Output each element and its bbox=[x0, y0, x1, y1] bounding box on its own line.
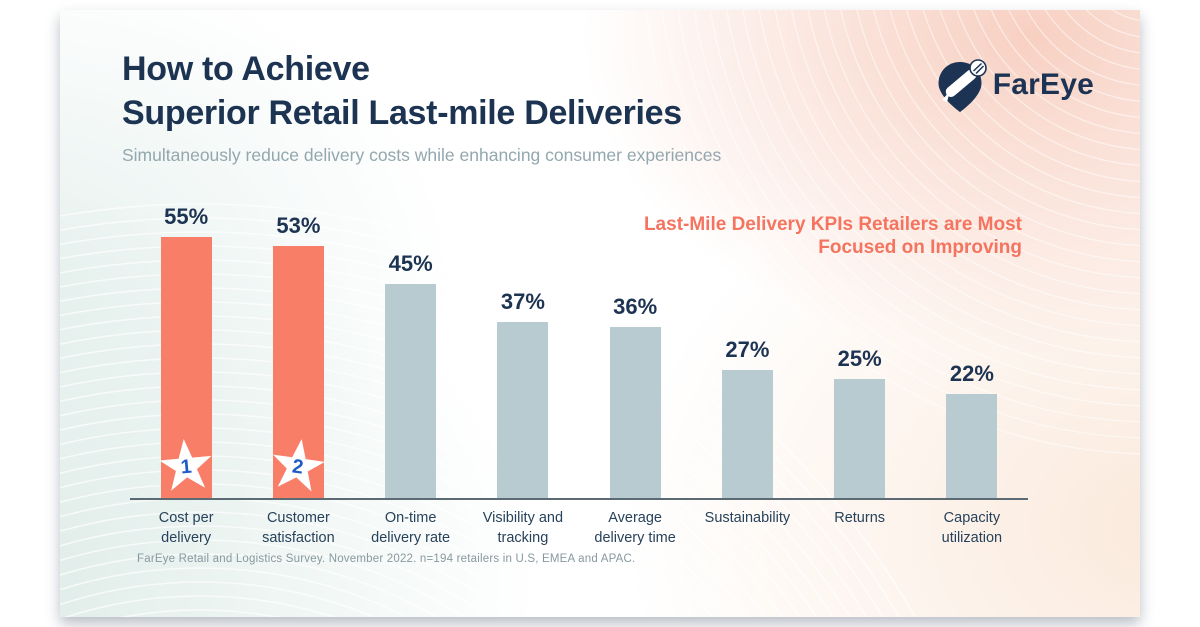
bar-column: 36% bbox=[579, 294, 691, 498]
category-label: Cost per delivery bbox=[158, 510, 214, 546]
category-label: Average delivery time bbox=[594, 510, 676, 546]
bar-column: 55% 1 bbox=[130, 204, 242, 498]
source-footnote: FarEye Retail and Logistics Survey. Nove… bbox=[137, 553, 636, 565]
rank-number: 2 bbox=[291, 455, 305, 478]
bar: 1 bbox=[159, 236, 212, 498]
rank-star-badge: 1 bbox=[159, 438, 212, 491]
bar-chart: 55% 1 53% 2 45% 37% 36% 27% 25% 22% Cost per deli… bbox=[130, 203, 1028, 548]
bar bbox=[834, 379, 886, 498]
bar-column: 27% bbox=[691, 337, 803, 498]
bar-value-label: 53% bbox=[276, 213, 321, 239]
chart-title: Last-Mile Delivery KPIs Retailers are Mo… bbox=[644, 214, 1022, 260]
x-axis-line bbox=[130, 498, 1028, 500]
category-label: On-time delivery rate bbox=[371, 510, 451, 546]
bar-value-label: 37% bbox=[500, 289, 545, 315]
bar-value-label: 36% bbox=[613, 294, 658, 319]
bar: 2 bbox=[272, 246, 326, 498]
bar bbox=[497, 322, 549, 498]
bar bbox=[721, 369, 773, 498]
infographic-card: How to Achieve Superior Retail Last-mile … bbox=[60, 10, 1140, 617]
rank-star-badge: 2 bbox=[273, 439, 326, 492]
bar-column: 37% bbox=[467, 289, 579, 498]
bar-column: 25% bbox=[804, 346, 916, 498]
fareye-logo-text: FarEye bbox=[992, 68, 1094, 101]
bar-column: 22% bbox=[916, 360, 1028, 498]
page-subtitle: Simultaneously reduce delivery costs whi… bbox=[122, 145, 722, 166]
page-title: How to Achieve Superior Retail Last-mile … bbox=[122, 48, 721, 135]
category-label: Returns bbox=[834, 510, 886, 526]
fareye-pin-telescope-icon bbox=[938, 59, 987, 112]
category-label: Customer satisfaction bbox=[262, 510, 335, 546]
header: How to Achieve Superior Retail Last-mile … bbox=[122, 48, 721, 166]
bar-column: 45% bbox=[355, 251, 467, 498]
bar-value-label: 45% bbox=[388, 251, 433, 277]
category-label: Capacity utilization bbox=[941, 510, 1003, 546]
bar bbox=[946, 393, 998, 498]
category-labels-row: Cost per delivery Customer satisfaction On… bbox=[130, 509, 1028, 548]
bar bbox=[609, 327, 661, 498]
page-title-line1: How to Achieve bbox=[122, 50, 370, 88]
chart-title-line2: Focused on Improving bbox=[818, 236, 1022, 258]
category-label: Sustainability bbox=[704, 510, 791, 526]
bars-row: 55% 1 53% 2 45% 37% 36% 27% 25% 22% bbox=[130, 203, 1028, 498]
category-label: Visibility and tracking bbox=[482, 510, 564, 546]
fareye-logo: FarEye bbox=[934, 56, 1094, 114]
bar-column: 53% 2 bbox=[242, 213, 354, 498]
bar-value-label: 25% bbox=[837, 346, 882, 372]
page-title-line2: Superior Retail Last-mile Deliveries bbox=[122, 93, 682, 132]
bar-value-label: 27% bbox=[725, 336, 770, 362]
rank-number: 1 bbox=[180, 456, 193, 479]
bar bbox=[385, 284, 437, 498]
chart-title-line1: Last-Mile Delivery KPIs Retailers are Mo… bbox=[643, 214, 1022, 235]
bar-value-label: 22% bbox=[949, 360, 994, 386]
bar-value-label: 55% bbox=[164, 203, 209, 229]
